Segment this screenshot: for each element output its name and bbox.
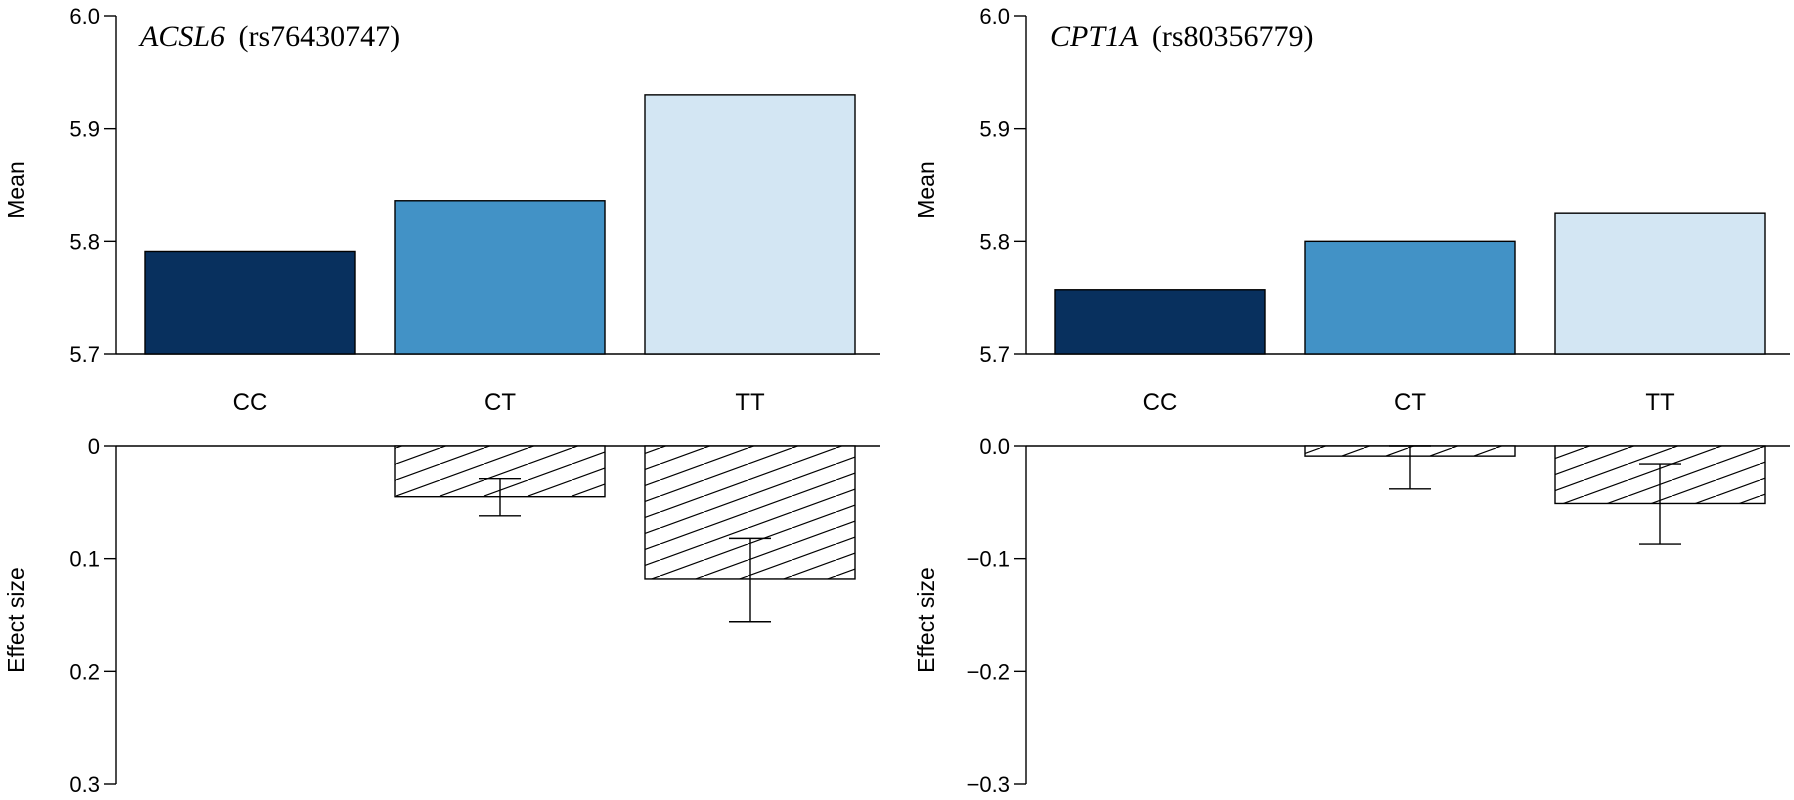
mean-plot-cpt1a: 5.7 5.8 5.9 6.0: [979, 4, 1790, 367]
effect-plot-acsl6: 0 0.1 0.2 0.3: [69, 434, 880, 797]
effect-tick-label: −0.3: [967, 772, 1010, 797]
mean-bar-tt-acsl6: [644, 94, 856, 355]
mean-tick-label: 5.7: [69, 342, 100, 367]
mean-tick-label: 5.7: [979, 342, 1010, 367]
panel-acsl6: ACSL6 (rs76430747) Mean Effect size 5.75…: [3, 4, 880, 797]
effect-axis-title-cpt1a: Effect size: [913, 567, 939, 673]
category-labels-cpt1a: CC CT TT: [1143, 389, 1675, 416]
panel-title-cpt1a: CPT1A (rs80356779): [1050, 20, 1314, 53]
category-labels-acsl6: CC CT TT: [233, 389, 765, 416]
category-label-ct: CT: [484, 389, 516, 416]
effect-tick-label: −0.2: [967, 659, 1010, 684]
category-label-tt: TT: [735, 389, 765, 416]
mean-bar-ct-cpt1a: [1304, 240, 1516, 355]
mean-tick-label: 5.9: [69, 117, 100, 142]
effect-tick-label: 0.0: [979, 434, 1010, 459]
mean-bar-cc-acsl6: [144, 250, 356, 355]
mean-bar-cc-cpt1a: [1054, 289, 1266, 355]
mean-tick-label: 6.0: [69, 4, 100, 29]
effect-tick-label: 0: [88, 434, 100, 459]
effect-tick-label: −0.1: [967, 547, 1010, 572]
category-label-cc: CC: [233, 389, 268, 416]
effect-axis-title-acsl6: Effect size: [3, 567, 29, 673]
mean-tick-label: 5.9: [979, 117, 1010, 142]
category-label-tt: TT: [1645, 389, 1675, 416]
effect-tick-label: 0.3: [69, 772, 100, 797]
mean-bar-tt-cpt1a: [1554, 212, 1766, 355]
effect-plot-cpt1a: 0.0 −0.1 −0.2 −0.3: [967, 434, 1790, 797]
panel-cpt1a: CPT1A (rs80356779) Mean Effect size 5.75…: [913, 4, 1790, 797]
effect-tick-label: 0.2: [69, 659, 100, 684]
category-label-ct: CT: [1394, 389, 1426, 416]
mean-axis-title-cpt1a: Mean: [913, 161, 939, 219]
mean-tick-label: 6.0: [979, 4, 1010, 29]
mean-tick-label: 5.8: [979, 229, 1010, 254]
mean-plot-acsl6: 5.7 5.8 5.9 6.0: [69, 4, 880, 367]
category-label-cc: CC: [1143, 389, 1178, 416]
mean-bar-ct-acsl6: [394, 200, 606, 355]
mean-tick-label: 5.8: [69, 229, 100, 254]
panel-title-acsl6: ACSL6 (rs76430747): [138, 20, 400, 53]
mean-axis-title-acsl6: Mean: [3, 161, 29, 219]
effect-tick-label: 0.1: [69, 547, 100, 572]
